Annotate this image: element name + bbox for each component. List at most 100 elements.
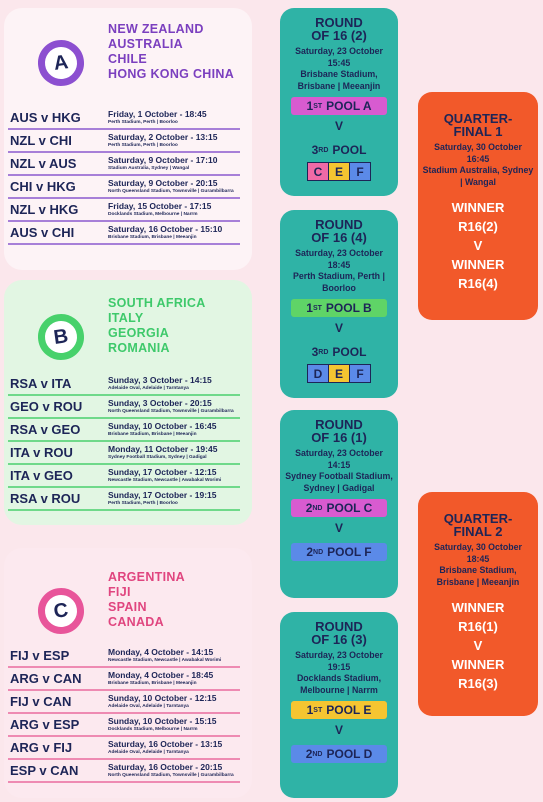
fixture: NZL v CHI xyxy=(10,133,72,148)
card-date: Saturday, 23 October xyxy=(295,46,383,56)
team-name: NEW ZEALAND xyxy=(108,22,204,36)
round-of-16-card: ROUND OF 16 (2) Saturday, 23 October 15:45 B… xyxy=(280,8,398,196)
match-venue: Perth Stadium, Perth | Boorloo xyxy=(108,143,178,148)
fixture: AUS v CHI xyxy=(10,225,75,240)
row-separator xyxy=(8,735,240,737)
team-name: CHILE xyxy=(108,52,147,66)
slot-bar: 2 ND POOL D xyxy=(291,745,387,763)
match-venue: Newcastle Stadium, Newcastle | Awabakal … xyxy=(108,658,222,663)
fixture: ARG v FIJ xyxy=(10,740,73,755)
match-date: Friday, 15 October - 17:15 xyxy=(108,201,212,211)
card-title: OF 16 (4) xyxy=(311,230,367,245)
match-venue: Brisbane Stadium, Brisbane | Meeanjin xyxy=(108,432,197,437)
card-title: FINAL 2 xyxy=(453,524,503,539)
pool-option: D xyxy=(308,365,328,382)
card-venue: Docklands Stadium, Melbourne | Narrm xyxy=(296,673,382,695)
match-date: Saturday, 2 October - 13:15 xyxy=(108,132,218,142)
match-venue: Sydney Football Stadium, Sydney | Gadiga… xyxy=(108,455,207,460)
fixture: FIJ v ESP xyxy=(10,648,70,663)
row-separator xyxy=(8,243,240,245)
match-date: Sunday, 17 October - 19:15 xyxy=(108,490,217,500)
card-venue: Sydney Football Stadium, Sydney | Gadiga… xyxy=(285,471,393,493)
match-venue: Brisbane Stadium, Brisbane | Meeanjin xyxy=(108,681,197,686)
team-name: GEORGIA xyxy=(108,326,170,340)
row-separator xyxy=(8,174,240,176)
row-separator xyxy=(8,689,240,691)
fixture: NZL v AUS xyxy=(10,156,77,171)
slot-suffix: ND xyxy=(313,548,324,556)
row-separator xyxy=(8,197,240,199)
slot-ordinal: 1 xyxy=(306,99,314,113)
team-name: FIJI xyxy=(108,585,131,599)
match-date: Saturday, 9 October - 20:15 xyxy=(108,178,218,188)
team-name: SPAIN xyxy=(108,600,147,614)
slot-text: POOL F xyxy=(327,545,372,559)
fixture: NZL v HKG xyxy=(10,202,79,217)
match-venue: Adelaide Oval, Adelaide | Tarntanya xyxy=(108,386,189,391)
row-separator xyxy=(8,758,240,760)
row-separator xyxy=(8,440,240,442)
slot-text: POOL xyxy=(332,143,367,157)
row-separator xyxy=(8,712,240,714)
match-venue: Docklands Stadium, Melbourne | Narrm xyxy=(108,727,198,732)
card-date: Saturday, 23 October xyxy=(295,650,383,660)
row-separator xyxy=(8,509,240,511)
match-venue: Docklands Stadium, Melbourne | Narrm xyxy=(108,212,198,217)
slot-ordinal: 1 xyxy=(306,703,314,717)
fixture: RSA v ITA xyxy=(10,376,72,391)
card-venue: Stadium Australia, Sydney | Wangal xyxy=(422,165,534,187)
match-date: Saturday, 16 October - 15:10 xyxy=(108,224,223,234)
row-separator xyxy=(8,666,240,668)
card-venue: Brisbane Stadium, Brisbane | Meeanjin xyxy=(297,69,381,91)
fixture: ARG v ESP xyxy=(10,717,80,732)
pool-c-panel xyxy=(4,548,252,798)
fixture: RSA v GEO xyxy=(10,422,81,437)
team-slot: WINNER R16(2) xyxy=(451,200,505,234)
match-venue: North Queensland Stadium, Townsville | G… xyxy=(108,189,234,194)
slot-bar: 1 ST POOL A xyxy=(291,97,387,115)
match-venue: North Queensland Stadium, Townsville | G… xyxy=(108,409,234,414)
row-separator xyxy=(8,151,240,153)
row-separator xyxy=(8,128,240,130)
fixture: ITA v GEO xyxy=(10,468,73,483)
slot-suffix: ND xyxy=(312,750,323,758)
slot-text: POOL xyxy=(332,345,367,359)
team-name: ITALY xyxy=(108,311,144,325)
card-date: Saturday, 23 October xyxy=(295,248,383,258)
slot-label: 3 RD POOL xyxy=(291,141,387,159)
card-title: OF 16 (2) xyxy=(311,28,367,43)
slot-suffix: ST xyxy=(313,706,323,714)
slot-text: POOL E xyxy=(326,703,372,717)
card-venue: Brisbane Stadium, Brisbane | Meeanjin xyxy=(436,565,520,587)
pool-option: C xyxy=(308,163,328,180)
card-date: Saturday, 30 October xyxy=(434,542,522,552)
card-title: QUARTER- xyxy=(443,511,513,526)
round-of-16-card: ROUND OF 16 (1) Saturday, 23 October 14:15 S… xyxy=(280,410,398,598)
slot-text: POOL C xyxy=(326,501,373,515)
slot-suffix: ST xyxy=(313,102,323,110)
team-name: ARGENTINA xyxy=(108,570,186,584)
card-date: Saturday, 30 October xyxy=(434,142,522,152)
match-date: Monday, 4 October - 18:45 xyxy=(108,670,214,680)
card-date: Saturday, 23 October xyxy=(295,448,383,458)
card-time: 16:45 xyxy=(466,153,490,164)
pool-option: E xyxy=(328,163,349,180)
slot-text: POOL D xyxy=(326,747,373,761)
team-slot: WINNER R16(4) xyxy=(451,257,505,291)
card-time: 18:45 xyxy=(327,259,351,270)
match-date: Sunday, 17 October - 12:15 xyxy=(108,467,217,477)
round-of-16-card: ROUND OF 16 (4) Saturday, 23 October 18:45 P… xyxy=(280,210,398,398)
card-title: ROUND xyxy=(315,15,363,30)
match-date: Sunday, 3 October - 14:15 xyxy=(108,375,212,385)
round-of-16-card: ROUND OF 16 (3) Saturday, 23 October 19:15 D… xyxy=(280,612,398,798)
row-separator xyxy=(8,394,240,396)
match-date: Sunday, 3 October - 20:15 xyxy=(108,398,212,408)
team-slot: WINNER R16(1) xyxy=(451,600,505,634)
match-venue: Adelaide Oval, Adelaide | Tarntanya xyxy=(108,750,189,755)
card-time: 18:45 xyxy=(466,553,490,564)
card-title: OF 16 (3) xyxy=(311,632,367,647)
card-title: ROUND xyxy=(315,417,363,432)
match-date: Friday, 1 October - 18:45 xyxy=(108,109,207,119)
match-venue: North Queensland Stadium, Townsville | G… xyxy=(108,773,234,778)
